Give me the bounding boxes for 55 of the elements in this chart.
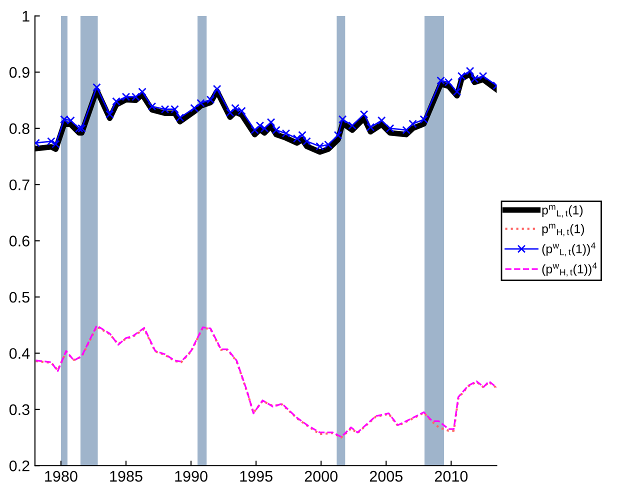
point	[190, 104, 198, 112]
point	[212, 84, 222, 94]
point	[348, 121, 356, 130]
x-tick-label: 1985	[110, 470, 142, 482]
y-tick-label: 0.5	[9, 292, 30, 303]
point	[302, 137, 311, 146]
point	[75, 124, 84, 133]
y-tick-label: 0.4	[9, 348, 30, 359]
legend-label: (p$^{w}$$_{H,t}$(1))$^{4}$	[542, 262, 597, 276]
point	[176, 114, 184, 122]
y-tick-label: 0.8	[9, 123, 30, 134]
point	[292, 134, 302, 143]
point	[457, 72, 466, 80]
legend-label: p$^{m}$$_{H,t}$(1)	[542, 224, 584, 236]
point	[206, 96, 215, 104]
x-tick-label: 1980	[45, 470, 78, 482]
point	[338, 115, 347, 124]
point	[148, 102, 156, 111]
point	[52, 140, 60, 148]
point	[386, 124, 394, 133]
point	[138, 88, 146, 96]
point	[78, 124, 86, 133]
legend-label: p$^{m}$$_{L,t}$(1)	[542, 205, 583, 218]
point	[106, 110, 114, 118]
x-tick-label: 2005	[370, 470, 402, 482]
y-tick-label: 0.6	[9, 236, 30, 246]
y-tick-label: 0.3	[9, 404, 30, 416]
point	[47, 137, 56, 146]
y-tick-label: 1	[22, 10, 30, 22]
point	[266, 118, 276, 126]
point	[377, 116, 386, 125]
x-tick-label: 1995	[240, 470, 272, 482]
point	[420, 115, 428, 124]
point	[256, 121, 264, 130]
point	[452, 88, 462, 96]
point	[466, 66, 474, 76]
y-tick-label: 0.9	[9, 67, 30, 78]
point	[298, 130, 306, 140]
y-tick-label: 0.7	[9, 179, 30, 190]
point	[334, 130, 342, 140]
point	[408, 120, 417, 128]
point	[226, 108, 234, 117]
x-tick-label: 2010	[434, 470, 468, 482]
point	[112, 97, 120, 106]
point	[366, 123, 375, 132]
point	[272, 126, 280, 134]
legend-label: (p$^{w}$$_{L,t}$(1))$^{4}$	[542, 242, 596, 256]
point	[196, 98, 205, 108]
y-tick-label: 0.2	[9, 460, 30, 472]
point	[360, 110, 368, 118]
x-tick-label: 2000	[304, 470, 338, 482]
point	[282, 129, 290, 138]
x-tick-label: 1990	[175, 470, 208, 482]
point	[402, 126, 410, 134]
point	[92, 83, 101, 92]
